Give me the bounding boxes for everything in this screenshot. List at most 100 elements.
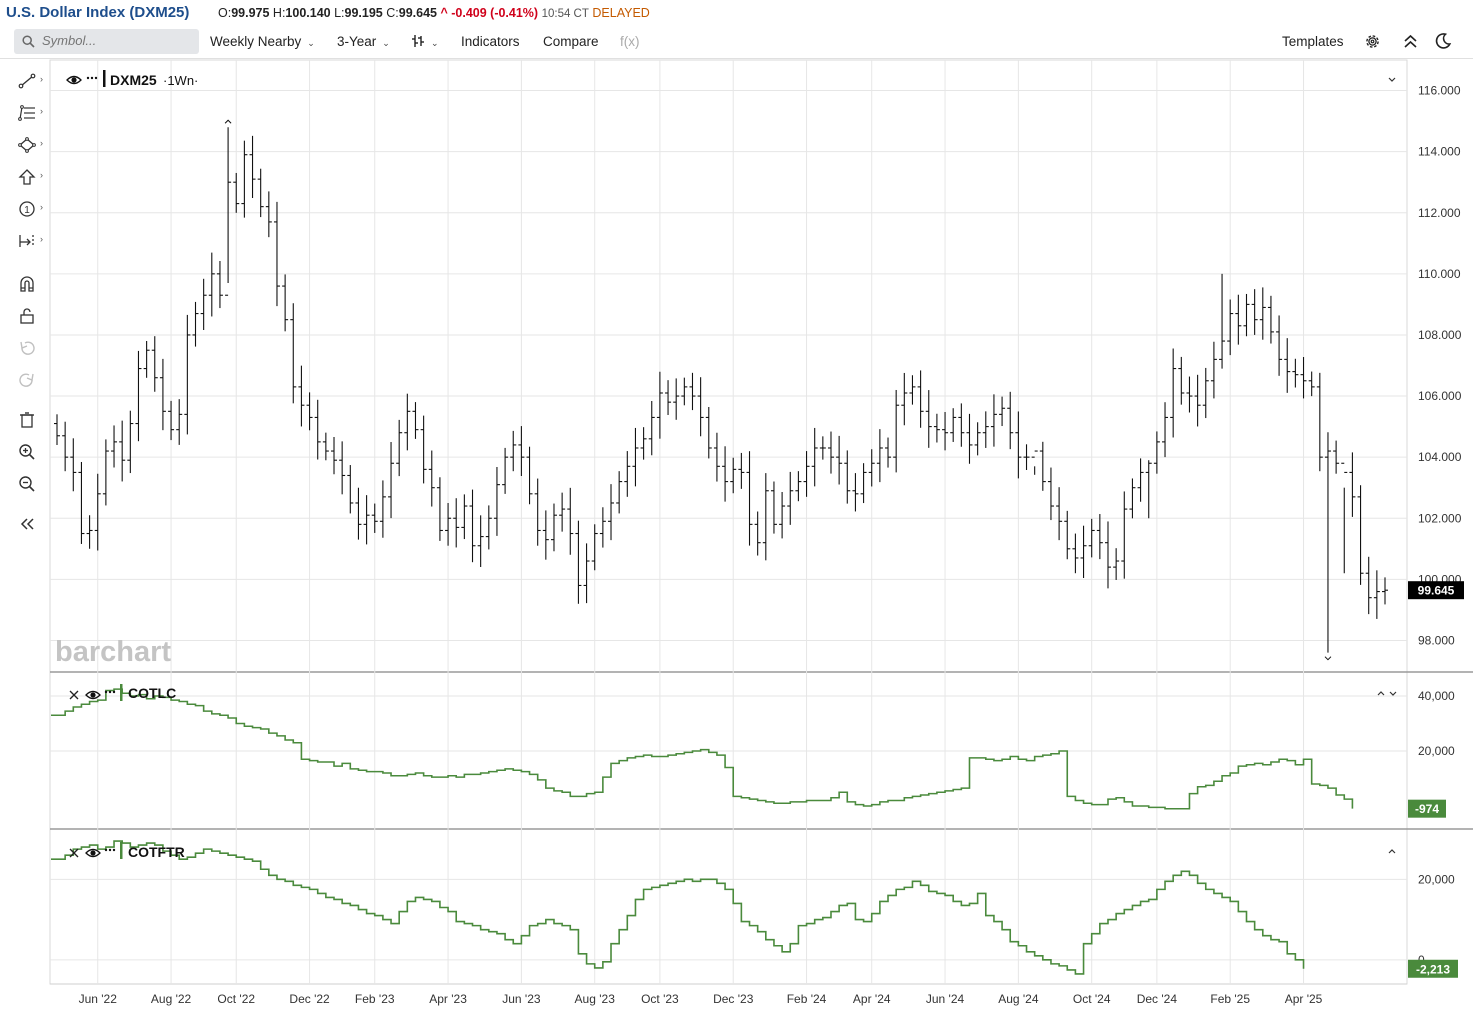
ohlc-bar bbox=[1072, 533, 1079, 574]
templates-button[interactable]: Templates bbox=[1282, 34, 1344, 49]
ohlc-bar bbox=[966, 413, 973, 464]
chevron-down-icon[interactable] bbox=[1389, 691, 1397, 696]
ohlc-bar bbox=[1162, 402, 1169, 458]
fib-tool-button[interactable]: › bbox=[16, 102, 43, 124]
barchart-watermark: barchart bbox=[55, 636, 171, 668]
lock-button[interactable] bbox=[16, 304, 40, 326]
search-input[interactable] bbox=[40, 32, 194, 49]
ohlc-bar bbox=[1284, 338, 1291, 393]
chevron-right-icon: › bbox=[40, 74, 43, 84]
cotlc-label: COTLC bbox=[128, 685, 176, 701]
cotftr-label: COTFTR bbox=[128, 844, 185, 860]
delete-drawings-button[interactable] bbox=[16, 408, 40, 430]
close-icon[interactable] bbox=[69, 690, 79, 700]
ohlc-bar bbox=[860, 463, 867, 504]
x-tick-label: Aug '22 bbox=[151, 992, 192, 1006]
collapse-sidebar-button[interactable] bbox=[16, 513, 40, 535]
ohlc-bar bbox=[567, 487, 574, 555]
ohlc-bar bbox=[1178, 356, 1185, 405]
chevron-up-icon[interactable] bbox=[1377, 691, 1385, 696]
ohlc-bar bbox=[648, 400, 655, 456]
svg-text:-2,213: -2,213 bbox=[1416, 962, 1450, 976]
cotftr-line bbox=[51, 840, 1305, 975]
ohlc-bar bbox=[770, 481, 777, 534]
ohlc-bar bbox=[510, 430, 517, 472]
bar-type-dropdown[interactable]: ⌄ bbox=[411, 34, 439, 49]
redo-button[interactable] bbox=[16, 368, 40, 390]
indicators-button[interactable]: Indicators bbox=[461, 34, 520, 49]
symbol-search[interactable] bbox=[14, 29, 199, 54]
gear-icon bbox=[1366, 35, 1379, 48]
open-label: O: bbox=[218, 6, 232, 20]
period-label: Weekly Nearby bbox=[210, 34, 302, 49]
ohlc-bar bbox=[1210, 341, 1217, 399]
function-button[interactable]: f(x) bbox=[620, 34, 640, 49]
ohlc-bar bbox=[469, 489, 476, 563]
more-options-icon[interactable] bbox=[86, 76, 98, 80]
x-tick-label: Jun '23 bbox=[502, 992, 541, 1006]
ohlc-bar bbox=[461, 494, 468, 540]
low-label: L: bbox=[334, 6, 345, 20]
open-value: 99.975 bbox=[231, 6, 270, 20]
ohlc-bar bbox=[282, 274, 289, 332]
chevron-down-icon[interactable] bbox=[1388, 77, 1396, 82]
number-tool-button[interactable]: 1 › bbox=[16, 198, 43, 220]
period-dropdown[interactable]: Weekly Nearby ⌄ bbox=[210, 34, 315, 49]
eye-icon[interactable] bbox=[85, 690, 101, 700]
symbol-title[interactable]: U.S. Dollar Index (DXM25) bbox=[6, 4, 190, 21]
eye-icon[interactable] bbox=[85, 848, 101, 858]
ohlc-bar bbox=[428, 450, 435, 507]
svg-text:1: 1 bbox=[24, 205, 30, 216]
ohlc-bar bbox=[673, 378, 680, 420]
x-tick-label: Dec '22 bbox=[289, 992, 330, 1006]
ohlc-bar bbox=[322, 432, 329, 461]
collapse-header-button[interactable] bbox=[1403, 33, 1418, 53]
interval-label: ·1Wn· bbox=[163, 73, 198, 88]
ohlc-bar bbox=[885, 437, 892, 468]
x-tick-label: Oct '24 bbox=[1073, 992, 1111, 1006]
high-marker bbox=[224, 119, 232, 124]
ohlc-bar bbox=[697, 377, 704, 437]
arrow-tool-button[interactable]: › bbox=[16, 166, 43, 188]
x-tick-label: Apr '24 bbox=[853, 992, 891, 1006]
more-options-icon[interactable] bbox=[104, 848, 116, 852]
close-icon[interactable] bbox=[69, 848, 79, 858]
ohlc-bar bbox=[762, 473, 769, 561]
ohlc-bar bbox=[893, 389, 900, 473]
zoom-in-button[interactable] bbox=[16, 440, 40, 462]
ohlc-bar bbox=[445, 503, 452, 546]
ohlc-bar bbox=[396, 419, 403, 477]
more-options-icon[interactable] bbox=[104, 690, 116, 694]
ohlc-bar bbox=[738, 452, 745, 489]
range-dropdown[interactable]: 3-Year ⌄ bbox=[337, 34, 390, 49]
y-tick-label: 20,000 bbox=[1418, 744, 1455, 758]
price-symbol-label: DXM25 bbox=[110, 72, 157, 88]
x-tick-label: Feb '24 bbox=[787, 992, 827, 1006]
cotftr-legend: COTFTR bbox=[69, 842, 185, 860]
ohlc-bar bbox=[925, 390, 932, 448]
undo-button[interactable] bbox=[16, 336, 40, 358]
eye-icon[interactable] bbox=[66, 75, 82, 85]
ohlc-bar bbox=[412, 402, 419, 439]
chevron-up-icon[interactable] bbox=[1388, 849, 1396, 854]
theme-toggle[interactable] bbox=[1434, 32, 1452, 53]
fib-tool-icon bbox=[18, 105, 35, 121]
zoom-out-button[interactable] bbox=[16, 472, 40, 494]
magnet-button[interactable] bbox=[16, 272, 40, 294]
ohlc-bar bbox=[852, 473, 859, 512]
ohlc-bar bbox=[1292, 358, 1299, 388]
redo-icon bbox=[19, 373, 34, 387]
compare-button[interactable]: Compare bbox=[543, 34, 599, 49]
ohlc-bar bbox=[225, 127, 232, 296]
measure-tool-button[interactable]: › bbox=[16, 230, 43, 252]
shape-tool-button[interactable]: › bbox=[16, 134, 43, 156]
settings-button[interactable] bbox=[1364, 33, 1381, 53]
line-tool-icon bbox=[18, 73, 36, 89]
chevron-right-icon: › bbox=[40, 138, 43, 148]
line-tool-button[interactable]: › bbox=[16, 70, 43, 92]
ohlc-bar bbox=[436, 477, 443, 541]
x-tick-label: Oct '23 bbox=[641, 992, 679, 1006]
ohlc-bar bbox=[216, 261, 223, 309]
ohlc-bar bbox=[249, 135, 256, 198]
